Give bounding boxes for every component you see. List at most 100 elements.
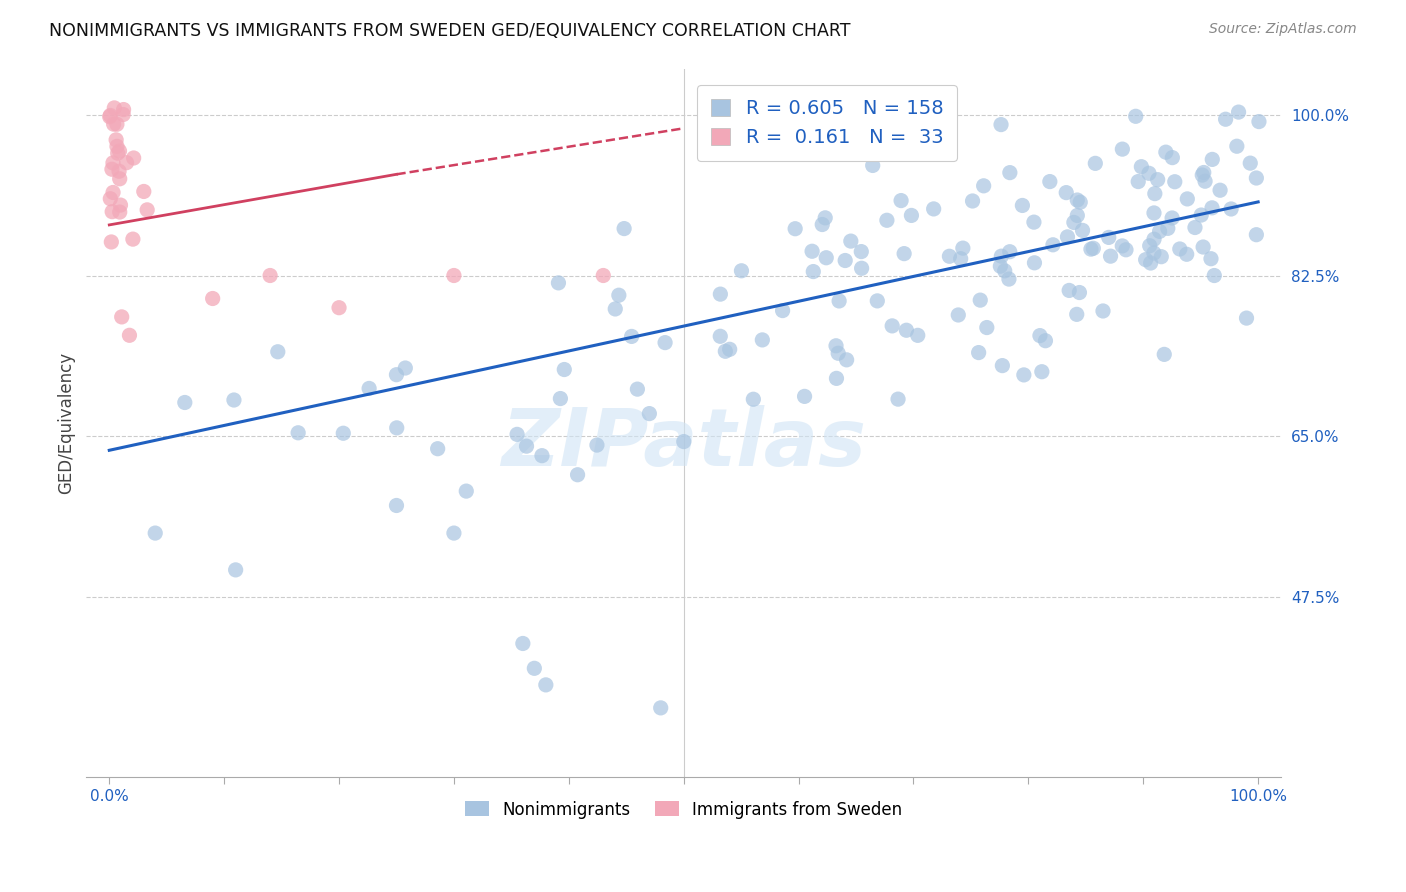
Point (1153, 347, 1175, 361)
Point (115, 155, 138, 169)
Point (896, 323, 918, 337)
Point (108, 164, 131, 178)
Point (1201, 153, 1223, 167)
Point (1031, 365, 1053, 379)
Point (112, 103, 135, 117)
Point (550, 392, 572, 406)
Point (814, 211, 837, 225)
Point (949, 252, 972, 266)
Point (1099, 249, 1122, 263)
Point (938, 249, 960, 263)
Point (103, 117, 125, 131)
Point (998, 166, 1021, 180)
Point (988, 259, 1011, 273)
Point (801, 264, 824, 278)
Y-axis label: GED/Equivalency: GED/Equivalency (58, 351, 75, 494)
Point (638, 407, 661, 421)
Point (613, 221, 636, 235)
Point (1204, 268, 1226, 283)
Point (1246, 171, 1268, 186)
Point (1080, 242, 1102, 256)
Point (1143, 186, 1166, 201)
Point (862, 158, 884, 172)
Point (893, 246, 915, 260)
Point (991, 359, 1014, 373)
Point (259, 268, 281, 283)
Point (110, 198, 132, 212)
Point (772, 303, 794, 318)
Point (973, 178, 995, 193)
Point (828, 293, 851, 308)
Point (825, 371, 848, 385)
Point (267, 344, 290, 359)
Point (1192, 240, 1215, 254)
Point (105, 139, 128, 153)
Point (443, 526, 465, 541)
Point (1191, 168, 1213, 182)
Point (948, 308, 970, 322)
Point (98, 108, 121, 122)
Point (523, 661, 546, 675)
Point (605, 301, 627, 316)
Point (650, 701, 672, 715)
Point (1066, 307, 1088, 321)
Point (851, 244, 873, 259)
Point (1069, 195, 1091, 210)
Point (101, 186, 124, 200)
Point (1130, 160, 1153, 174)
Point (1083, 241, 1105, 255)
Point (1175, 247, 1198, 261)
Point (1098, 230, 1121, 244)
Point (785, 221, 807, 235)
Point (534, 678, 557, 692)
Point (907, 328, 929, 343)
Point (136, 202, 159, 217)
Point (1011, 198, 1033, 212)
Point (101, 156, 124, 170)
Point (922, 202, 945, 216)
Point (718, 343, 741, 357)
Point (835, 352, 858, 367)
Point (122, 232, 145, 246)
Point (1199, 252, 1222, 266)
Point (122, 151, 145, 165)
Point (1143, 232, 1166, 246)
Point (105, 133, 128, 147)
Point (1042, 237, 1064, 252)
Point (1139, 239, 1161, 253)
Point (1239, 156, 1261, 170)
Point (990, 118, 1012, 132)
Point (976, 320, 998, 334)
Point (1184, 220, 1206, 235)
Point (620, 329, 643, 343)
Point (1189, 208, 1212, 222)
Point (1066, 209, 1088, 223)
Point (426, 442, 449, 456)
Point (607, 288, 630, 302)
Point (118, 328, 141, 343)
Point (866, 293, 889, 308)
Point (952, 241, 974, 255)
Point (709, 329, 731, 343)
Point (1192, 165, 1215, 179)
Point (1201, 201, 1223, 215)
Point (1128, 175, 1150, 189)
Point (1175, 192, 1198, 206)
Point (1137, 166, 1160, 180)
Point (900, 209, 922, 223)
Point (998, 272, 1021, 286)
Point (1227, 105, 1250, 120)
Point (882, 318, 904, 333)
Point (111, 310, 134, 324)
Point (1012, 368, 1035, 382)
Point (1143, 206, 1166, 220)
Point (530, 449, 553, 463)
Point (793, 389, 815, 403)
Point (225, 563, 247, 577)
Legend: Nonimmigrants, Immigrants from Sweden: Nonimmigrants, Immigrants from Sweden (458, 794, 908, 825)
Point (592, 268, 614, 283)
Point (1161, 151, 1184, 165)
Point (1226, 139, 1249, 153)
Point (108, 205, 131, 219)
Point (672, 434, 695, 449)
